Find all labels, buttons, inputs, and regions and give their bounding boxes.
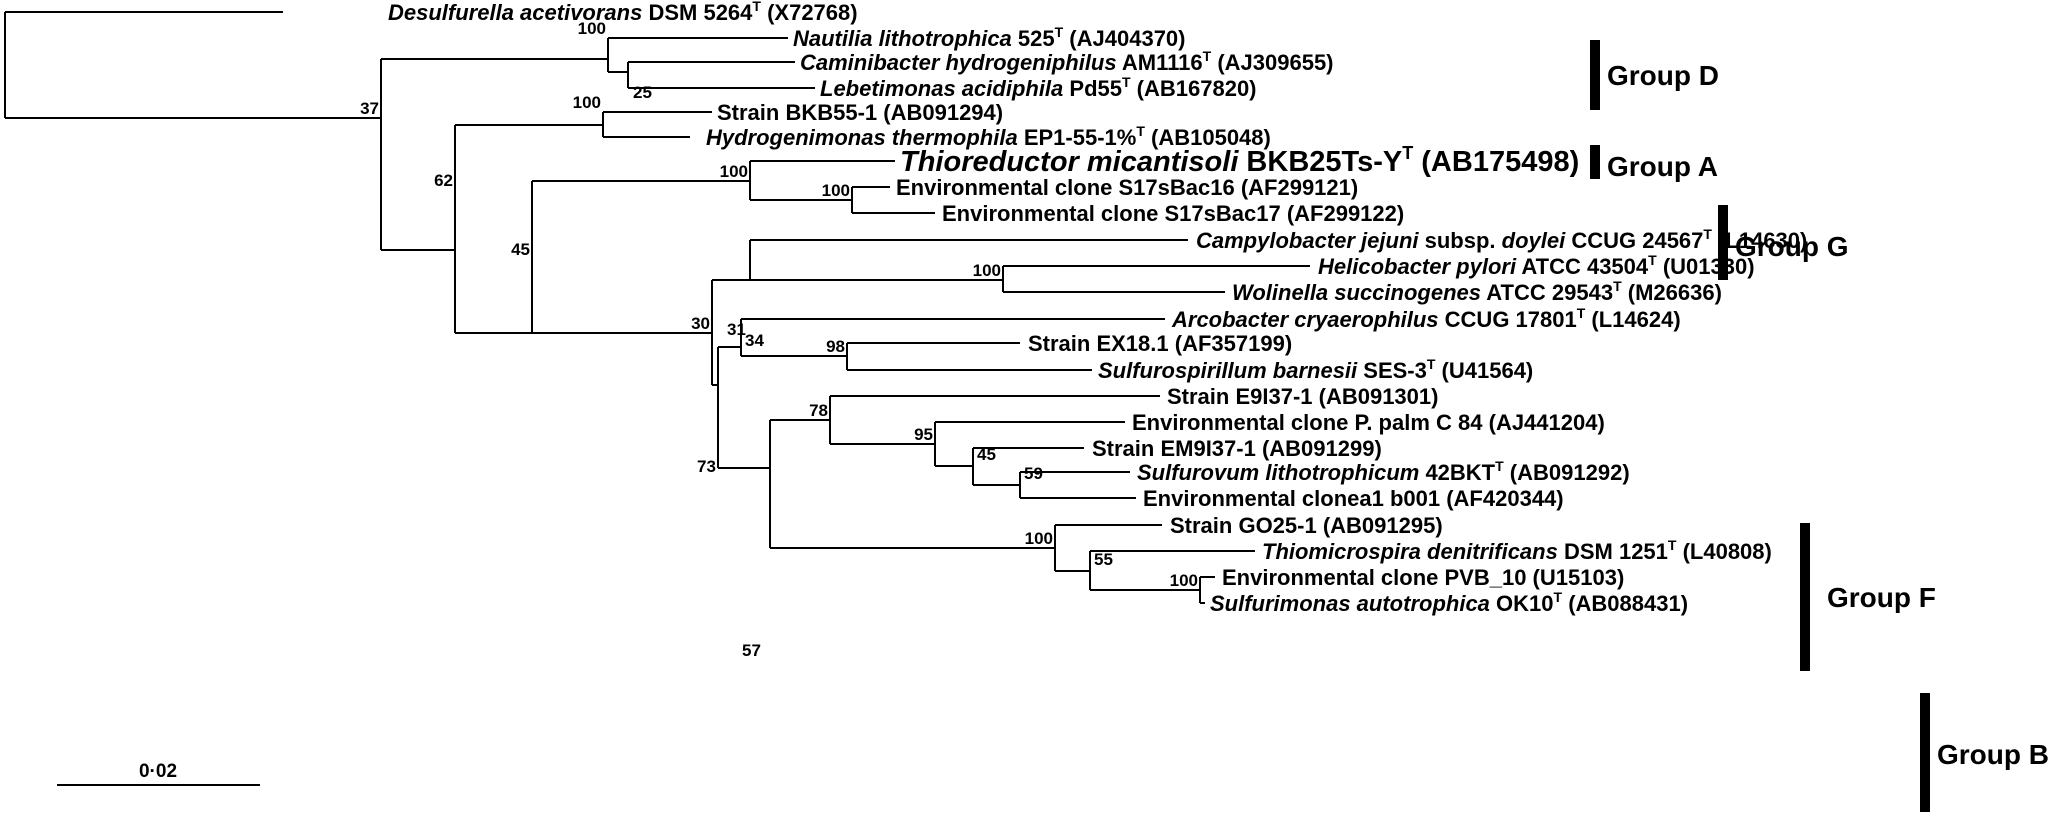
leaf-helicobacter: Helicobacter pylori ATCC 43504T (U01330) <box>1318 252 1755 279</box>
bootstrap-value: 95 <box>914 425 933 444</box>
leaf-sulfurospirillum: Sulfurospirillum barnesii SES-3T (U41564… <box>1098 356 1533 383</box>
leaf-nautilia: Nautilia lithotrophica 525T (AJ404370) <box>793 24 1186 51</box>
leaf-pvb10: Environmental clone PVB_10 (U15103) <box>1222 565 1624 590</box>
bootstrap-value: 100 <box>1025 529 1053 548</box>
group-b-bar <box>1920 693 1930 812</box>
bootstrap-value: 100 <box>822 181 850 200</box>
leaf-arcobacter: Arcobacter cryaerophilus CCUG 17801T (L1… <box>1171 305 1681 332</box>
tree-branches <box>4 11 1310 604</box>
bootstrap-values: 100 25 37 100 62 100 100 45 31 100 30 34… <box>360 19 1198 660</box>
bootstrap-value: 34 <box>745 331 764 350</box>
leaf-caminibacter: Caminibacter hydrogeniphilus AM1116T (AJ… <box>800 48 1334 75</box>
bootstrap-value: 30 <box>691 314 710 333</box>
group-d-bar <box>1590 40 1600 110</box>
group-f-bar <box>1800 523 1810 671</box>
bootstrap-value: 78 <box>809 401 828 420</box>
group-a-bar <box>1590 145 1600 179</box>
leaf-s17sbac17: Environmental clone S17sBac17 (AF299122) <box>942 201 1404 226</box>
bootstrap-value: 100 <box>973 261 1001 280</box>
bootstrap-value: 37 <box>360 99 379 118</box>
group-g-label: Group G <box>1735 231 1849 262</box>
scale-bar-label: 0·02 <box>139 761 177 782</box>
leaf-desulfurella: Desulfurella acetivorans DSM 5264T (X727… <box>388 0 858 25</box>
group-a-label: Group A <box>1607 151 1718 182</box>
leaf-ex18: Strain EX18.1 (AF357199) <box>1028 331 1292 356</box>
group-b-label: Group B <box>1937 739 2049 770</box>
leaf-thiomicrospira: Thiomicrospira denitrificans DSM 1251T (… <box>1262 537 1772 564</box>
leaf-campylobacter: Campylobacter jejuni subsp. doylei CCUG … <box>1196 226 1807 253</box>
leaf-bkb55: Strain BKB55-1 (AB091294) <box>717 100 1003 125</box>
group-d-label: Group D <box>1607 60 1719 91</box>
leaf-sulfurovum: Sulfurovum lithotrophicum 42BKTT (AB0912… <box>1137 458 1630 485</box>
leaf-em9i37: Strain EM9I37-1 (AB091299) <box>1092 436 1382 461</box>
bootstrap-value: 73 <box>697 457 716 476</box>
bootstrap-value: 55 <box>1094 550 1113 569</box>
group-f-label: Group F <box>1827 582 1936 613</box>
bootstrap-value: 31 <box>727 320 746 339</box>
bootstrap-value: 57 <box>742 641 761 660</box>
bootstrap-value: 59 <box>1024 464 1043 483</box>
group-annotations: Group D Group A Group G Group F Group B <box>1590 40 2049 812</box>
bootstrap-value: 45 <box>511 240 530 259</box>
bootstrap-value: 98 <box>826 337 845 356</box>
bootstrap-value: 25 <box>633 83 652 102</box>
leaf-thioreductor: Thioreductor micantisoli BKB25Ts-YT (AB1… <box>900 143 1579 178</box>
scale-bar: 0·02 <box>57 761 260 786</box>
leaf-ppalm: Environmental clone P. palm C 84 (AJ4412… <box>1132 410 1605 435</box>
leaf-labels: Desulfurella acetivorans DSM 5264T (X727… <box>388 0 1807 616</box>
leaf-wolinella: Wolinella succinogenes ATCC 29543T (M266… <box>1232 278 1722 305</box>
leaf-s17sbac16: Environmental clone S17sBac16 (AF299121) <box>896 175 1358 200</box>
bootstrap-value: 45 <box>977 445 996 464</box>
bootstrap-value: 100 <box>1170 571 1198 590</box>
group-g-bar <box>1718 205 1728 280</box>
bootstrap-value: 100 <box>720 162 748 181</box>
leaf-e9i37: Strain E9I37-1 (AB091301) <box>1167 384 1438 409</box>
leaf-sulfurimonas: Sulfurimonas autotrophica OK10T (AB08843… <box>1210 589 1688 616</box>
leaf-lebetimonas: Lebetimonas acidiphila Pd55T (AB167820) <box>820 74 1257 101</box>
leaf-clonea1: Environmental clonea1 b001 (AF420344) <box>1143 486 1564 511</box>
bootstrap-value: 62 <box>434 171 453 190</box>
leaf-go25: Strain GO25-1 (AB091295) <box>1170 513 1443 538</box>
leaf-hydrogenimonas: Hydrogenimonas thermophila EP1-55-1%T (A… <box>706 123 1271 150</box>
bootstrap-value: 100 <box>578 19 606 38</box>
bootstrap-value: 100 <box>573 93 601 112</box>
